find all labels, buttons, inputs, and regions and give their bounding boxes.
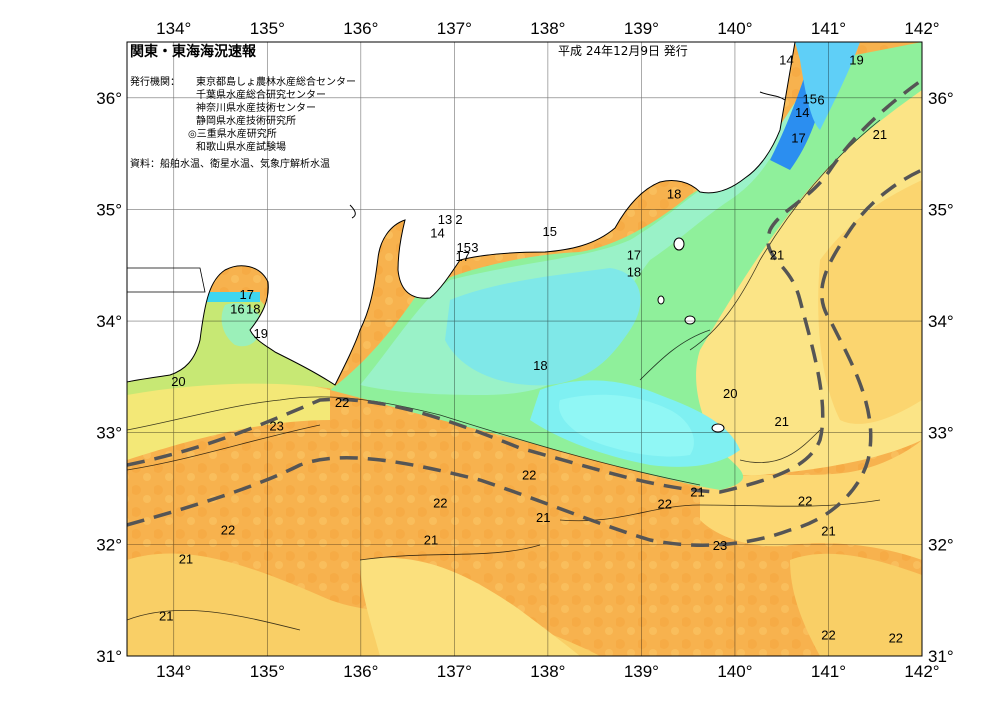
issuer-item: 静岡県水産技術研究所 (196, 114, 296, 127)
sea-area-21c-west (127, 376, 330, 460)
isotherm-label: 21 (159, 608, 173, 623)
isotherm-label: 20 (723, 386, 737, 401)
longitude-tick-label-bottom: 141° (811, 662, 846, 681)
longitude-tick-label-top: 142° (904, 19, 939, 38)
latitude-tick-label-right: 32° (928, 535, 954, 554)
isotherm-label: 21 (536, 510, 550, 525)
sea-area-21c-east (700, 440, 922, 560)
issuer-item: 和歌山県水産試験場 (196, 140, 286, 153)
isotherm-label: 21 (424, 532, 438, 547)
isotherm-label: 18 (246, 301, 260, 316)
isotherm-label: 23 (713, 538, 727, 553)
isotherm-label: 17 (456, 249, 470, 264)
longitude-tick-label-top: 137° (437, 19, 472, 38)
hachijojima-island (711, 423, 725, 433)
isotherm-label: 19 (849, 52, 863, 67)
longitude-tick-label-top: 139° (624, 19, 659, 38)
current-axis-lines (127, 78, 922, 547)
isotherm-label: 21 (821, 523, 835, 538)
isotherm-label: 22 (522, 468, 536, 483)
isotherm-label: 22 (433, 496, 447, 511)
latitude-tick-label-right: 35° (928, 200, 954, 219)
longitude-tick-label-bottom: 138° (530, 662, 565, 681)
map-title: 関東・東海海況速報 (130, 43, 257, 60)
issuer-item: 千葉県水産総合研究センター (196, 88, 326, 101)
longitude-tick-label-bottom: 139° (624, 662, 659, 681)
isotherm-label: 16 (230, 301, 244, 316)
issuer-item: ◎三重県水産研究所 (188, 127, 277, 140)
latitude-tick-label-right: 34° (928, 312, 954, 331)
map-area (127, 42, 922, 656)
sea-area-17c (445, 268, 641, 386)
isotherm-label: 21 (774, 414, 788, 429)
longitude-tick-label-bottom: 135° (250, 662, 285, 681)
isotherm-label: 2 (455, 212, 462, 227)
longitude-tick-label-top: 141° (811, 19, 846, 38)
issue-date: 平成 24年12月9日 発行 (558, 44, 688, 58)
latitude-tick-label-left: 32° (96, 535, 122, 554)
isotherm-label: 18 (533, 358, 547, 373)
longitude-tick-label-bottom: 136° (343, 662, 378, 681)
isotherm-label: 17 (627, 248, 641, 263)
isotherm-label: 18 (627, 264, 641, 279)
map-frame (126, 41, 923, 657)
isotherm-label: 13 (438, 212, 452, 227)
isotherm-label: 19 (254, 326, 268, 341)
issuer-item: 神奈川県水産技術センター (196, 101, 316, 114)
issuers-list: 東京都島しょ農林水産総合センター 千葉県水産総合研究センター 神奈川県水産技術セ… (188, 75, 356, 153)
latitude-tick-label-left: 35° (96, 200, 122, 219)
longitude-tick-label-top: 136° (343, 19, 378, 38)
isotherm-label: 23 (269, 418, 283, 433)
issuer-item: 東京都島しょ農林水産総合センター (196, 75, 356, 88)
latitude-tick-label-left: 33° (96, 424, 122, 443)
isotherm-label: 17 (791, 130, 805, 145)
isotherm-label: 21 (179, 551, 193, 566)
isotherm-label: 15 (456, 240, 470, 255)
isotherm-label: 14 (779, 52, 793, 67)
isotherm-label: 22 (335, 395, 349, 410)
isotherm-label: 22 (221, 522, 235, 537)
isotherm-label: 6 (817, 93, 824, 108)
longitude-tick-label-bottom: 137° (437, 662, 472, 681)
isotherm-label: 21 (770, 248, 784, 263)
isotherm-label: 20 (171, 374, 185, 389)
izu-oshima-island (673, 237, 685, 251)
isotherm-label: 18 (667, 186, 681, 201)
isotherm-label: 15 (803, 91, 817, 106)
latitude-tick-label-right: 31° (928, 647, 954, 666)
latitude-tick-label-left: 31° (96, 647, 122, 666)
japan-landmass (127, 42, 796, 386)
isotherm-label: 14 (795, 105, 809, 120)
data-source-note: 資料：船舶水温、衛星水温、気象庁解析水温 (130, 157, 330, 170)
longitude-tick-label-top: 138° (530, 19, 565, 38)
isotherm-label: 15 (543, 224, 557, 239)
isotherm-label: 17 (239, 287, 253, 302)
isotherm-lines (127, 119, 881, 631)
latitude-tick-label-right: 36° (928, 89, 954, 108)
isotherm-label: 21 (873, 127, 887, 142)
longitude-tick-label-bottom: 142° (904, 662, 939, 681)
isotherm-label: 22 (658, 497, 672, 512)
axis-tick-labels: 134° 134° 135° 135° 136° 136° 137° 137° 138° 138°… (96, 19, 953, 681)
longitude-tick-label-bottom: 134° (156, 662, 191, 681)
isotherm-label: 14 (430, 225, 444, 240)
longitude-tick-label-bottom: 140° (717, 662, 752, 681)
longitude-tick-label-top: 140° (717, 19, 752, 38)
latitude-tick-label-left: 36° (96, 89, 122, 108)
longitude-tick-label-top: 134° (156, 19, 191, 38)
isotherm-label: 22 (821, 627, 835, 642)
latitude-tick-label-left: 34° (96, 312, 122, 331)
isotherm-label: 21 (690, 484, 704, 499)
isotherm-label: 3 (471, 240, 478, 255)
longitude-tick-label-top: 135° (250, 19, 285, 38)
isotherm-label: 22 (798, 493, 812, 508)
issuers-label: 発行機関： (130, 75, 180, 88)
latitude-tick-label-right: 33° (928, 424, 954, 443)
isotherm-label: 22 (889, 631, 903, 646)
